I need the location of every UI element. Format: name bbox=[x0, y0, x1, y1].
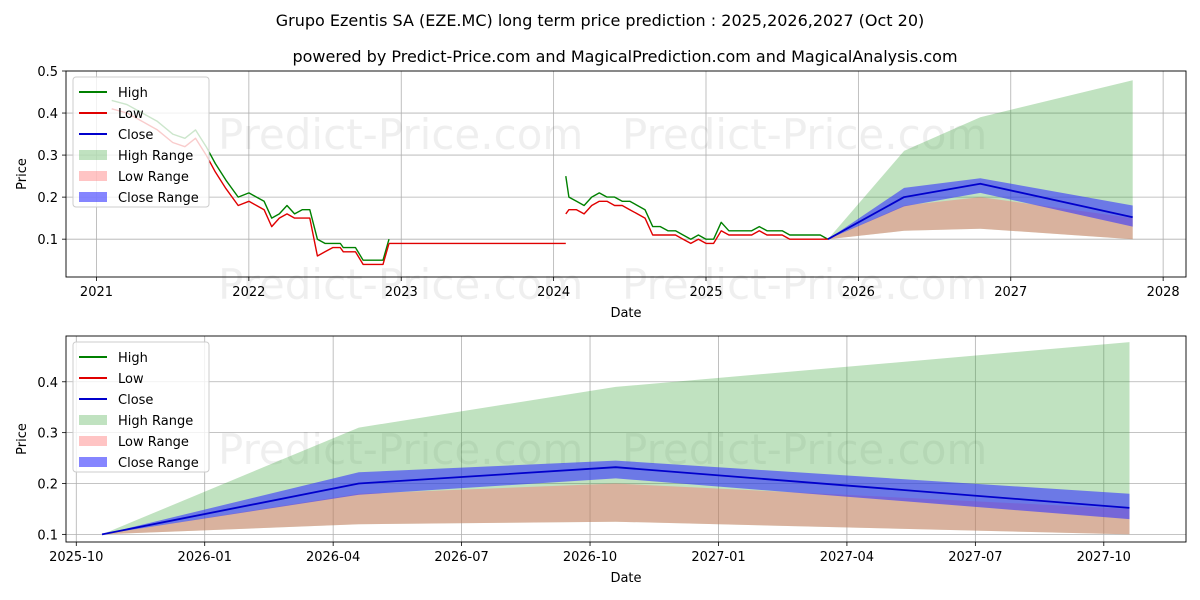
axes-frame bbox=[65, 70, 1187, 278]
legend-label: Low Range bbox=[118, 435, 189, 450]
watermark: Predict-Price.com bbox=[218, 110, 583, 159]
legend-label: High bbox=[118, 86, 148, 101]
legend-label: High Range bbox=[118, 414, 193, 429]
legend-box bbox=[72, 341, 210, 473]
y-tick-label: 0.3 bbox=[37, 427, 58, 442]
close-range-band bbox=[102, 460, 1130, 535]
legend-label: Close bbox=[118, 128, 153, 143]
watermark: Predict-Price.com bbox=[218, 260, 583, 309]
legend-swatch bbox=[79, 457, 107, 467]
legend-box bbox=[72, 76, 210, 208]
x-tick-label: 2027 bbox=[994, 285, 1027, 300]
x-tick-label: 2026-10 bbox=[563, 550, 617, 565]
x-axis-label: Date bbox=[610, 571, 641, 586]
y-tick-label: 0.3 bbox=[37, 149, 58, 164]
x-tick-label: 2027-04 bbox=[820, 550, 874, 565]
x-tick-label: 2027-10 bbox=[1077, 550, 1131, 565]
y-tick-label: 0.4 bbox=[37, 107, 58, 122]
x-tick-label: 2028 bbox=[1147, 285, 1180, 300]
legend-swatch bbox=[79, 436, 107, 446]
x-tick-label: 2025-10 bbox=[49, 550, 103, 565]
legend-label: Low bbox=[118, 107, 144, 122]
legend-label: High bbox=[118, 351, 148, 366]
y-axis-label: Price bbox=[15, 158, 30, 190]
y-axis-label: Price bbox=[15, 423, 30, 455]
y-tick-label: 0.4 bbox=[37, 376, 58, 391]
close-forecast-line bbox=[827, 182, 1133, 240]
legend-swatch bbox=[79, 150, 107, 160]
y-tick-label: 0.5 bbox=[37, 65, 58, 80]
high-series-line-2 bbox=[565, 175, 829, 240]
x-tick-label: 2021 bbox=[80, 285, 113, 300]
x-tick-label: 2024 bbox=[537, 285, 570, 300]
x-tick-label: 2023 bbox=[385, 285, 418, 300]
y-tick-label: 0.1 bbox=[37, 233, 58, 248]
x-tick-label: 2026-04 bbox=[306, 550, 360, 565]
y-tick-label: 0.2 bbox=[37, 478, 58, 493]
legend-label: Close Range bbox=[118, 456, 199, 471]
x-tick-label: 2026 bbox=[842, 285, 875, 300]
x-tick-label: 2027-07 bbox=[948, 550, 1002, 565]
legend-swatch bbox=[79, 192, 107, 202]
y-tick-label: 0.2 bbox=[37, 191, 58, 206]
legend-swatch bbox=[79, 171, 107, 181]
x-tick-label: 2026-07 bbox=[434, 550, 488, 565]
x-tick-label: 2022 bbox=[232, 285, 265, 300]
legend-label: Low bbox=[118, 372, 144, 387]
close-range-band bbox=[827, 178, 1133, 240]
x-tick-label: 2027-01 bbox=[691, 550, 745, 565]
top-panel: 2021 2022 2023 2024 2025 2026 2027 2028 0.1 0.2 0.… bbox=[15, 65, 1187, 321]
x-axis-label: Date bbox=[610, 306, 641, 321]
axes-frame bbox=[65, 335, 1187, 543]
legend-label: Low Range bbox=[118, 170, 189, 185]
close-forecast-line bbox=[101, 466, 1130, 536]
watermark: Predict-Price.com bbox=[622, 260, 987, 309]
bottom-panel: 2025-10 2026-01 2026-04 2026-07 2026-10 2027-… bbox=[15, 335, 1187, 586]
legend-swatch bbox=[79, 415, 107, 425]
y-tick-label: 0.1 bbox=[37, 528, 58, 543]
watermark: Predict-Price.com bbox=[622, 110, 987, 159]
x-tick-label: 2026-01 bbox=[178, 550, 232, 565]
low-series-line-2 bbox=[565, 200, 828, 245]
legend-label: High Range bbox=[118, 149, 193, 164]
legend-label: Close bbox=[118, 393, 153, 408]
chart-subtitle: powered by Predict-Price.com and Magical… bbox=[292, 47, 957, 66]
legend-label: Close Range bbox=[118, 191, 199, 206]
chart-title: Grupo Ezentis SA (EZE.MC) long term pric… bbox=[276, 11, 925, 30]
x-tick-label: 2025 bbox=[689, 285, 722, 300]
